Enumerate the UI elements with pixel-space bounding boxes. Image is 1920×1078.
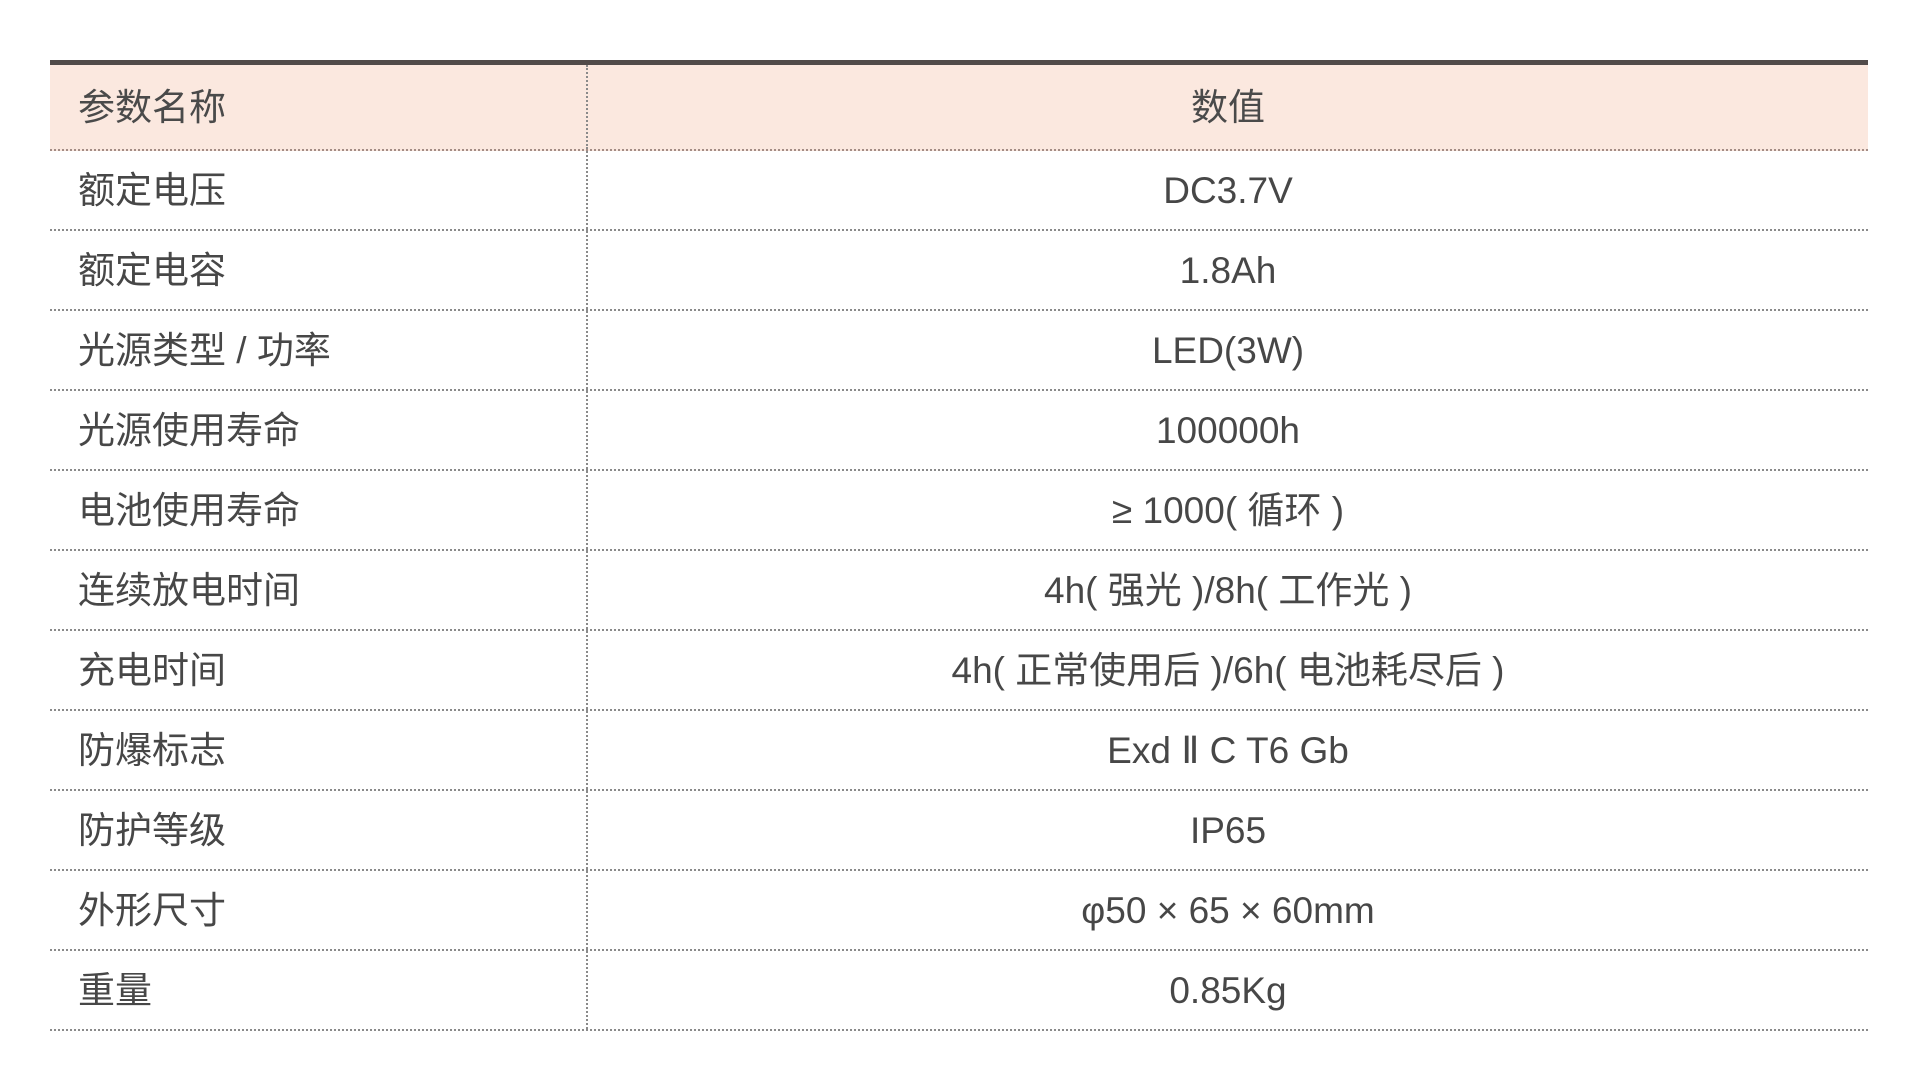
param-value-cell: 1.8Ah	[1179, 249, 1277, 291]
param-value-cell: IP65	[1189, 809, 1267, 851]
param-name-cell: 连续放电时间	[50, 551, 588, 629]
table-row: 防护等级 IP65	[50, 791, 1868, 871]
header-param-name: 参数名称	[50, 65, 588, 149]
param-value-cell: 4h( 强光 )/8h( 工作光 )	[1044, 569, 1412, 611]
header-value: 数值	[1191, 86, 1265, 128]
param-value-cell: ≥ 1000( 循环 )	[1111, 489, 1345, 531]
table-row: 额定电容 1.8Ah	[50, 231, 1868, 311]
param-value-cell: 4h( 正常使用后 )/6h( 电池耗尽后 )	[951, 649, 1505, 691]
table-row: 额定电压 DC3.7V	[50, 151, 1868, 231]
table-row: 光源类型 / 功率 LED(3W)	[50, 311, 1868, 391]
param-name-cell: 防护等级	[50, 791, 588, 869]
param-name-cell: 光源类型 / 功率	[50, 311, 588, 389]
param-name-cell: 外形尺寸	[50, 871, 588, 949]
param-value-cell: 100000h	[1155, 409, 1301, 451]
table-header-row: 参数名称 数值	[50, 65, 1868, 151]
table-row: 防爆标志 Exd Ⅱ C T6 Gb	[50, 711, 1868, 791]
param-name-cell: 额定电容	[50, 231, 588, 309]
param-name-cell: 充电时间	[50, 631, 588, 709]
param-name-cell: 额定电压	[50, 151, 588, 229]
param-value-cell: DC3.7V	[1163, 169, 1293, 211]
param-name-cell: 光源使用寿命	[50, 391, 588, 469]
param-value-cell: LED(3W)	[1151, 329, 1305, 371]
param-name-cell: 电池使用寿命	[50, 471, 588, 549]
param-value-cell: 0.85Kg	[1169, 969, 1287, 1011]
table-row: 连续放电时间 4h( 强光 )/8h( 工作光 )	[50, 551, 1868, 631]
param-name-cell: 重量	[50, 951, 588, 1029]
param-name-cell: 防爆标志	[50, 711, 588, 789]
param-value-cell: Exd Ⅱ C T6 Gb	[1107, 729, 1349, 771]
param-value-cell: φ50 × 65 × 60mm	[1081, 889, 1375, 931]
table-row: 电池使用寿命 ≥ 1000( 循环 )	[50, 471, 1868, 551]
table-row: 外形尺寸 φ50 × 65 × 60mm	[50, 871, 1868, 951]
table-row: 重量 0.85Kg	[50, 951, 1868, 1031]
table-body: 额定电压 DC3.7V 额定电容 1.8Ah 光源类型 / 功率 LED(3W)…	[50, 151, 1868, 1031]
spec-table: 参数名称 数值 额定电压 DC3.7V 额定电容 1.8Ah 光源类型 / 功率…	[50, 60, 1868, 1031]
table-row: 光源使用寿命 100000h	[50, 391, 1868, 471]
table-row: 充电时间 4h( 正常使用后 )/6h( 电池耗尽后 )	[50, 631, 1868, 711]
